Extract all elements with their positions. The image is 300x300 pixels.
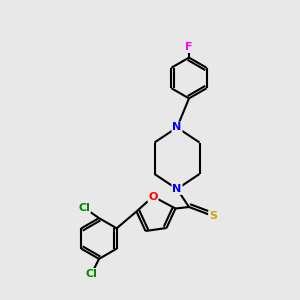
Text: N: N	[172, 184, 182, 194]
Text: Cl: Cl	[78, 202, 90, 213]
Text: S: S	[209, 211, 217, 221]
Text: Cl: Cl	[85, 269, 98, 279]
Text: O: O	[148, 191, 158, 202]
Text: N: N	[172, 122, 182, 133]
Text: F: F	[185, 42, 193, 52]
